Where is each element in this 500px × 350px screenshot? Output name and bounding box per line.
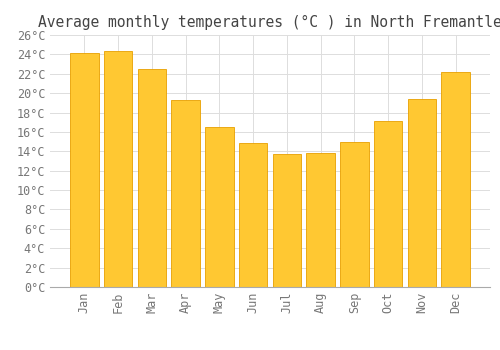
Bar xyxy=(272,154,301,287)
Bar xyxy=(138,69,166,287)
Bar xyxy=(306,153,335,287)
Title: Average monthly temperatures (°C ) in North Fremantle: Average monthly temperatures (°C ) in No… xyxy=(38,15,500,30)
Bar xyxy=(239,142,268,287)
Bar xyxy=(340,142,368,287)
Bar xyxy=(408,99,436,287)
Bar xyxy=(205,127,234,287)
Bar xyxy=(442,72,470,287)
Bar xyxy=(104,50,132,287)
Bar xyxy=(374,121,402,287)
Bar xyxy=(70,54,98,287)
Bar xyxy=(172,100,200,287)
